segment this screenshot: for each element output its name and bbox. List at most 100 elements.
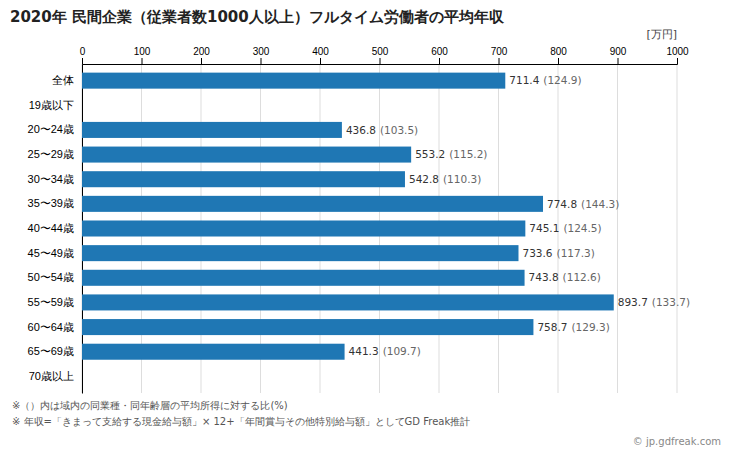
value-label: 743.8 [529,271,559,283]
y-tick-label: 55〜59歳 [28,296,74,308]
bar [82,245,518,261]
x-tick-label: 400 [312,46,329,57]
y-tick: 20〜24歳 [28,123,82,135]
y-tick: 70歳以上 [29,370,82,382]
y-tick: 50〜54歳 [28,271,82,283]
x-tick-label: 500 [372,46,389,57]
y-tick-label: 20〜24歳 [28,123,74,135]
x-axis: 0 100 200 300 400 500 600 700 800 900 1000 [80,46,689,65]
y-tick-label: 60〜64歳 [28,321,74,333]
x-tick: 0 [80,46,86,64]
value-label: 745.1 [529,222,559,234]
bar [82,196,543,212]
x-axis-line [83,58,678,65]
x-tick-mark [558,58,559,64]
y-tick: 全体 [52,74,82,86]
ratio-label: (144.3) [581,198,619,210]
annotations: ※（）内は域内の同業種・同年齢層の平均所得に対する比(%) ※ 年収=「きまって支… [12,400,721,447]
y-tick-label: 全体 [52,74,74,86]
x-tick-mark [82,58,83,64]
y-tick-label: 19歳以下 [29,99,74,111]
ratio-label: (124.5) [563,222,601,234]
grid-line [617,64,618,393]
note: ※（）内は域内の同業種・同年齢層の平均所得に対する比(%) [12,400,288,411]
x-tick: 500 [372,46,389,64]
grid-line [677,64,678,393]
y-tick: 19歳以下 [29,99,82,111]
x-tick: 400 [312,46,329,64]
x-tick-label: 700 [491,46,508,57]
y-tick: 35〜39歳 [28,197,82,209]
x-tick-mark [142,58,143,64]
x-tick: 900 [610,46,627,64]
x-tick: 1000 [666,46,689,64]
note: ※ 年収=「きまって支給する現金給与額」× 12+「年間賞与その他特別給与額」と… [12,416,470,427]
y-tick-label: 25〜29歳 [28,148,74,160]
bar [82,344,345,360]
x-axis-label: [万円] [646,28,677,41]
title: 2020年 民間企業（従業者数1000人以上）フルタイム労働者の平均年収 [10,8,505,26]
y-tick-label: 35〜39歳 [28,197,74,209]
ratio-label: (124.9) [543,74,581,86]
value-label: 542.8 [409,173,439,185]
x-tick-mark [618,58,619,64]
x-tick-mark [380,58,381,64]
y-tick: 65〜69歳 [28,345,82,357]
bar [82,220,525,236]
x-tick-label: 200 [193,46,210,57]
x-tick-label: 0 [80,46,86,57]
ratio-label: (103.5) [380,124,418,136]
bar [82,270,525,286]
x-tick-label: 600 [431,46,448,57]
y-tick-label: 70歳以上 [29,370,74,382]
x-tick-mark [201,58,202,64]
x-tick: 300 [253,46,270,64]
ratio-label: (109.7) [383,345,421,357]
y-tick-label: 30〜34歳 [28,173,74,185]
y-axis: 全体 19歳以下 20〜24歳 25〜29歳 30〜34歳 35〜39歳 40〜44歳 45〜… [28,65,83,394]
x-tick-label: 300 [253,46,270,57]
bar [82,319,533,335]
x-tick-label: 1000 [666,46,689,57]
bar [82,73,505,89]
bar [82,171,405,187]
y-tick-label: 50〜54歳 [28,271,74,283]
value-label: 733.6 [522,247,552,259]
y-tick: 45〜49歳 [28,247,82,259]
y-tick-label: 40〜44歳 [28,222,74,234]
x-tick-mark [320,58,321,64]
plot: 0 100 200 300 400 500 600 700 800 900 1000 [万円] 全体 19… [28,28,691,394]
x-tick: 200 [193,46,210,64]
y-tick: 30〜34歳 [28,173,82,185]
ratio-label: (112.6) [563,271,601,283]
ratio-label: (110.3) [443,173,481,185]
value-label: 553.2 [415,148,445,160]
bar [82,294,614,310]
bar [82,122,342,138]
ratio-label: (133.7) [652,296,690,308]
x-tick: 600 [431,46,448,64]
x-tick-mark [499,58,500,64]
grid [82,64,677,393]
y-tick: 55〜59歳 [28,296,82,308]
value-label: 441.3 [349,345,379,357]
x-tick-label: 900 [610,46,627,57]
value-label: 436.8 [346,124,376,136]
ratio-label: (117.3) [557,247,595,259]
chart: 2020年 民間企業（従業者数1000人以上）フルタイム労働者の平均年収 0 100… [0,0,729,451]
bar [82,147,411,163]
value-label: 774.8 [547,198,577,210]
y-tick-label: 65〜69歳 [28,345,74,357]
y-tick: 40〜44歳 [28,222,82,234]
x-tick: 800 [550,46,567,64]
value-label: 711.4 [509,74,539,86]
x-tick-label: 100 [134,46,151,57]
value-label: 758.7 [537,321,567,333]
x-tick-mark [261,58,262,64]
watermark: © jp.gdfreak.com [633,436,721,447]
x-tick-mark [677,58,678,64]
y-tick: 60〜64歳 [28,321,82,333]
y-tick: 25〜29歳 [28,148,82,160]
data-labels: 711.4(124.9)436.8(103.5)553.2(115.2)542.… [346,74,690,357]
x-tick: 700 [491,46,508,64]
